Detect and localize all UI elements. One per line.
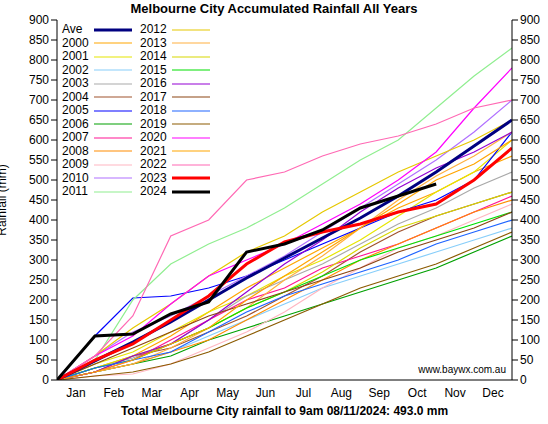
html-text:2015: 2015 — [140, 62, 167, 77]
html-text:2000: 2000 — [62, 35, 89, 50]
svg-text:500: 500 — [520, 173, 540, 187]
html-text:2018: 2018 — [140, 103, 167, 117]
svg-text:900: 900 — [29, 13, 49, 27]
svg-text:Oct: Oct — [408, 386, 427, 400]
svg-text:500: 500 — [29, 173, 49, 187]
svg-text:200: 200 — [29, 293, 49, 307]
svg-text:350: 350 — [520, 233, 540, 247]
html-text:2019: 2019 — [140, 116, 167, 131]
svg-text:0: 0 — [42, 373, 49, 387]
html-text:2020: 2020 — [140, 130, 167, 144]
html-text:2008: 2008 — [62, 143, 89, 158]
svg-text:600: 600 — [520, 133, 540, 147]
svg-text:450: 450 — [29, 193, 49, 207]
svg-text:Feb: Feb — [104, 386, 125, 400]
svg-text:250: 250 — [520, 273, 540, 287]
svg-text:0: 0 — [520, 373, 527, 387]
svg-text:Mar: Mar — [141, 386, 162, 400]
html-text:2009: 2009 — [62, 157, 89, 171]
html-text:2002: 2002 — [62, 62, 89, 77]
svg-text:150: 150 — [29, 313, 49, 327]
svg-text:550: 550 — [29, 153, 49, 167]
svg-text:650: 650 — [520, 113, 540, 127]
svg-text:May: May — [216, 386, 239, 400]
svg-text:Sep: Sep — [369, 386, 391, 400]
svg-text:800: 800 — [520, 53, 540, 67]
svg-text:700: 700 — [520, 93, 540, 107]
svg-text:Apr: Apr — [180, 386, 199, 400]
svg-text:600: 600 — [29, 133, 49, 147]
svg-text:50: 50 — [36, 353, 50, 367]
svg-text:Nov: Nov — [444, 386, 465, 400]
svg-text:Aug: Aug — [331, 386, 352, 400]
html-text:2012: 2012 — [140, 22, 167, 36]
svg-text:750: 750 — [29, 73, 49, 87]
svg-text:850: 850 — [29, 33, 49, 47]
svg-text:400: 400 — [29, 213, 49, 227]
svg-text:400: 400 — [520, 213, 540, 227]
html-text:2005: 2005 — [62, 103, 89, 117]
html-text:2014: 2014 — [140, 49, 167, 63]
html-text:2006: 2006 — [62, 116, 89, 131]
svg-text:450: 450 — [520, 193, 540, 207]
svg-text:800: 800 — [29, 53, 49, 67]
svg-text:850: 850 — [520, 33, 540, 47]
html-text:2001: 2001 — [62, 49, 89, 63]
html-text:2017: 2017 — [140, 89, 167, 104]
svg-text:Jul: Jul — [296, 386, 311, 400]
html-text:Total Melbourne City rainfall: Total Melbourne City rainfall to 9am 08/… — [120, 404, 449, 418]
html-text:2011: 2011 — [62, 184, 88, 198]
html-text:www.baywx.com.au: www.baywx.com.au — [418, 364, 506, 375]
svg-text:700: 700 — [29, 93, 49, 107]
html-text:2007: 2007 — [62, 130, 89, 144]
html-text:2013: 2013 — [140, 35, 167, 50]
html-text:2021: 2021 — [140, 143, 167, 158]
svg-text:550: 550 — [520, 153, 540, 167]
svg-text:300: 300 — [520, 253, 540, 267]
svg-text:150: 150 — [520, 313, 540, 327]
svg-text:50: 50 — [520, 353, 534, 367]
svg-text:650: 650 — [29, 113, 49, 127]
svg-text:300: 300 — [29, 253, 49, 267]
svg-text:100: 100 — [520, 333, 540, 347]
html-text:2023: 2023 — [140, 170, 167, 185]
html-text:2016: 2016 — [140, 76, 167, 90]
html-text:Ave: Ave — [62, 22, 83, 36]
html-text:2010: 2010 — [62, 170, 89, 185]
html-text:Melbourne City Accumulated Rai: Melbourne City Accumulated Rainfall All … — [130, 1, 418, 16]
html-text:2003: 2003 — [62, 76, 89, 90]
svg-text:900: 900 — [520, 13, 540, 27]
svg-text:Jan: Jan — [66, 386, 85, 400]
html-text:2004: 2004 — [62, 89, 89, 104]
html-text:2024: 2024 — [140, 184, 167, 198]
svg-text:350: 350 — [29, 233, 49, 247]
svg-text:Dec: Dec — [482, 386, 503, 400]
svg-text:750: 750 — [520, 73, 540, 87]
svg-text:Jun: Jun — [256, 386, 275, 400]
html-text:2022: 2022 — [140, 157, 167, 171]
svg-text:250: 250 — [29, 273, 49, 287]
svg-text:200: 200 — [520, 293, 540, 307]
svg-text:Rainfall (mm): Rainfall (mm) — [8, 164, 9, 235]
svg-text:100: 100 — [29, 333, 49, 347]
